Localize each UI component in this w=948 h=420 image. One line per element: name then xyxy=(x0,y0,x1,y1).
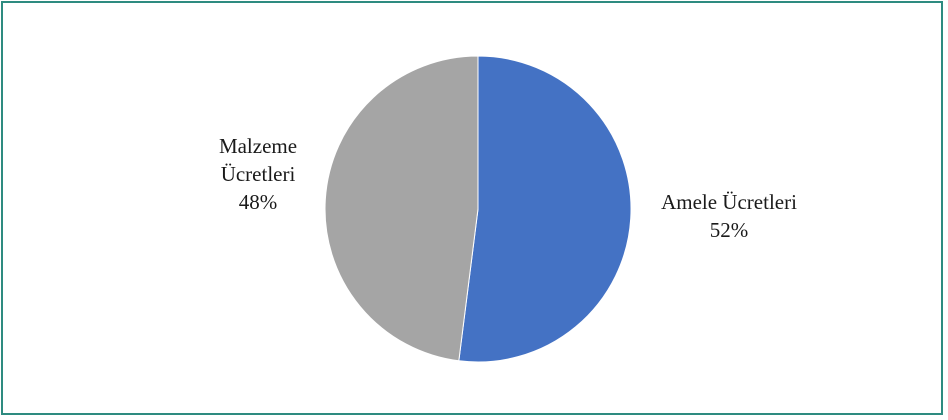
slice-percent-label: 48% xyxy=(239,190,278,214)
pie-slice-2 xyxy=(324,55,479,362)
pie-labels: Amele Ücretleri 52% Malzeme Ücretleri 48% xyxy=(219,134,797,242)
slice-name-label: Malzeme xyxy=(219,134,297,158)
slice-name-label: Amele Ücretleri xyxy=(661,190,797,214)
pie-slice-1 xyxy=(458,55,632,363)
pie-slices xyxy=(324,55,632,363)
slice-percent-label: 52% xyxy=(710,218,749,242)
slice-label-2: Malzeme Ücretleri 48% xyxy=(219,134,297,214)
slice-name-label: Ücretleri xyxy=(221,162,296,186)
slice-label-1: Amele Ücretleri 52% xyxy=(661,190,797,242)
